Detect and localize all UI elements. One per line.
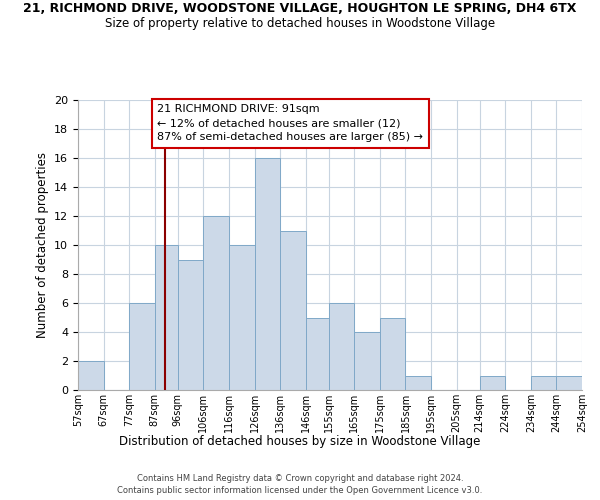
- Bar: [380, 318, 406, 390]
- Bar: [479, 376, 505, 390]
- Text: 21, RICHMOND DRIVE, WOODSTONE VILLAGE, HOUGHTON LE SPRING, DH4 6TX: 21, RICHMOND DRIVE, WOODSTONE VILLAGE, H…: [23, 2, 577, 16]
- Bar: [556, 376, 582, 390]
- Bar: [229, 245, 254, 390]
- Bar: [78, 361, 104, 390]
- Text: 21 RICHMOND DRIVE: 91sqm
← 12% of detached houses are smaller (12)
87% of semi-d: 21 RICHMOND DRIVE: 91sqm ← 12% of detach…: [157, 104, 424, 142]
- Bar: [329, 303, 355, 390]
- Bar: [178, 260, 203, 390]
- Bar: [203, 216, 229, 390]
- Bar: [305, 318, 329, 390]
- Bar: [254, 158, 280, 390]
- Bar: [355, 332, 380, 390]
- Bar: [129, 303, 155, 390]
- Bar: [280, 230, 305, 390]
- Bar: [155, 245, 178, 390]
- Bar: [406, 376, 431, 390]
- Y-axis label: Number of detached properties: Number of detached properties: [35, 152, 49, 338]
- Bar: [531, 376, 556, 390]
- Text: Distribution of detached houses by size in Woodstone Village: Distribution of detached houses by size …: [119, 435, 481, 448]
- Text: Contains HM Land Registry data © Crown copyright and database right 2024.
Contai: Contains HM Land Registry data © Crown c…: [118, 474, 482, 495]
- Text: Size of property relative to detached houses in Woodstone Village: Size of property relative to detached ho…: [105, 18, 495, 30]
